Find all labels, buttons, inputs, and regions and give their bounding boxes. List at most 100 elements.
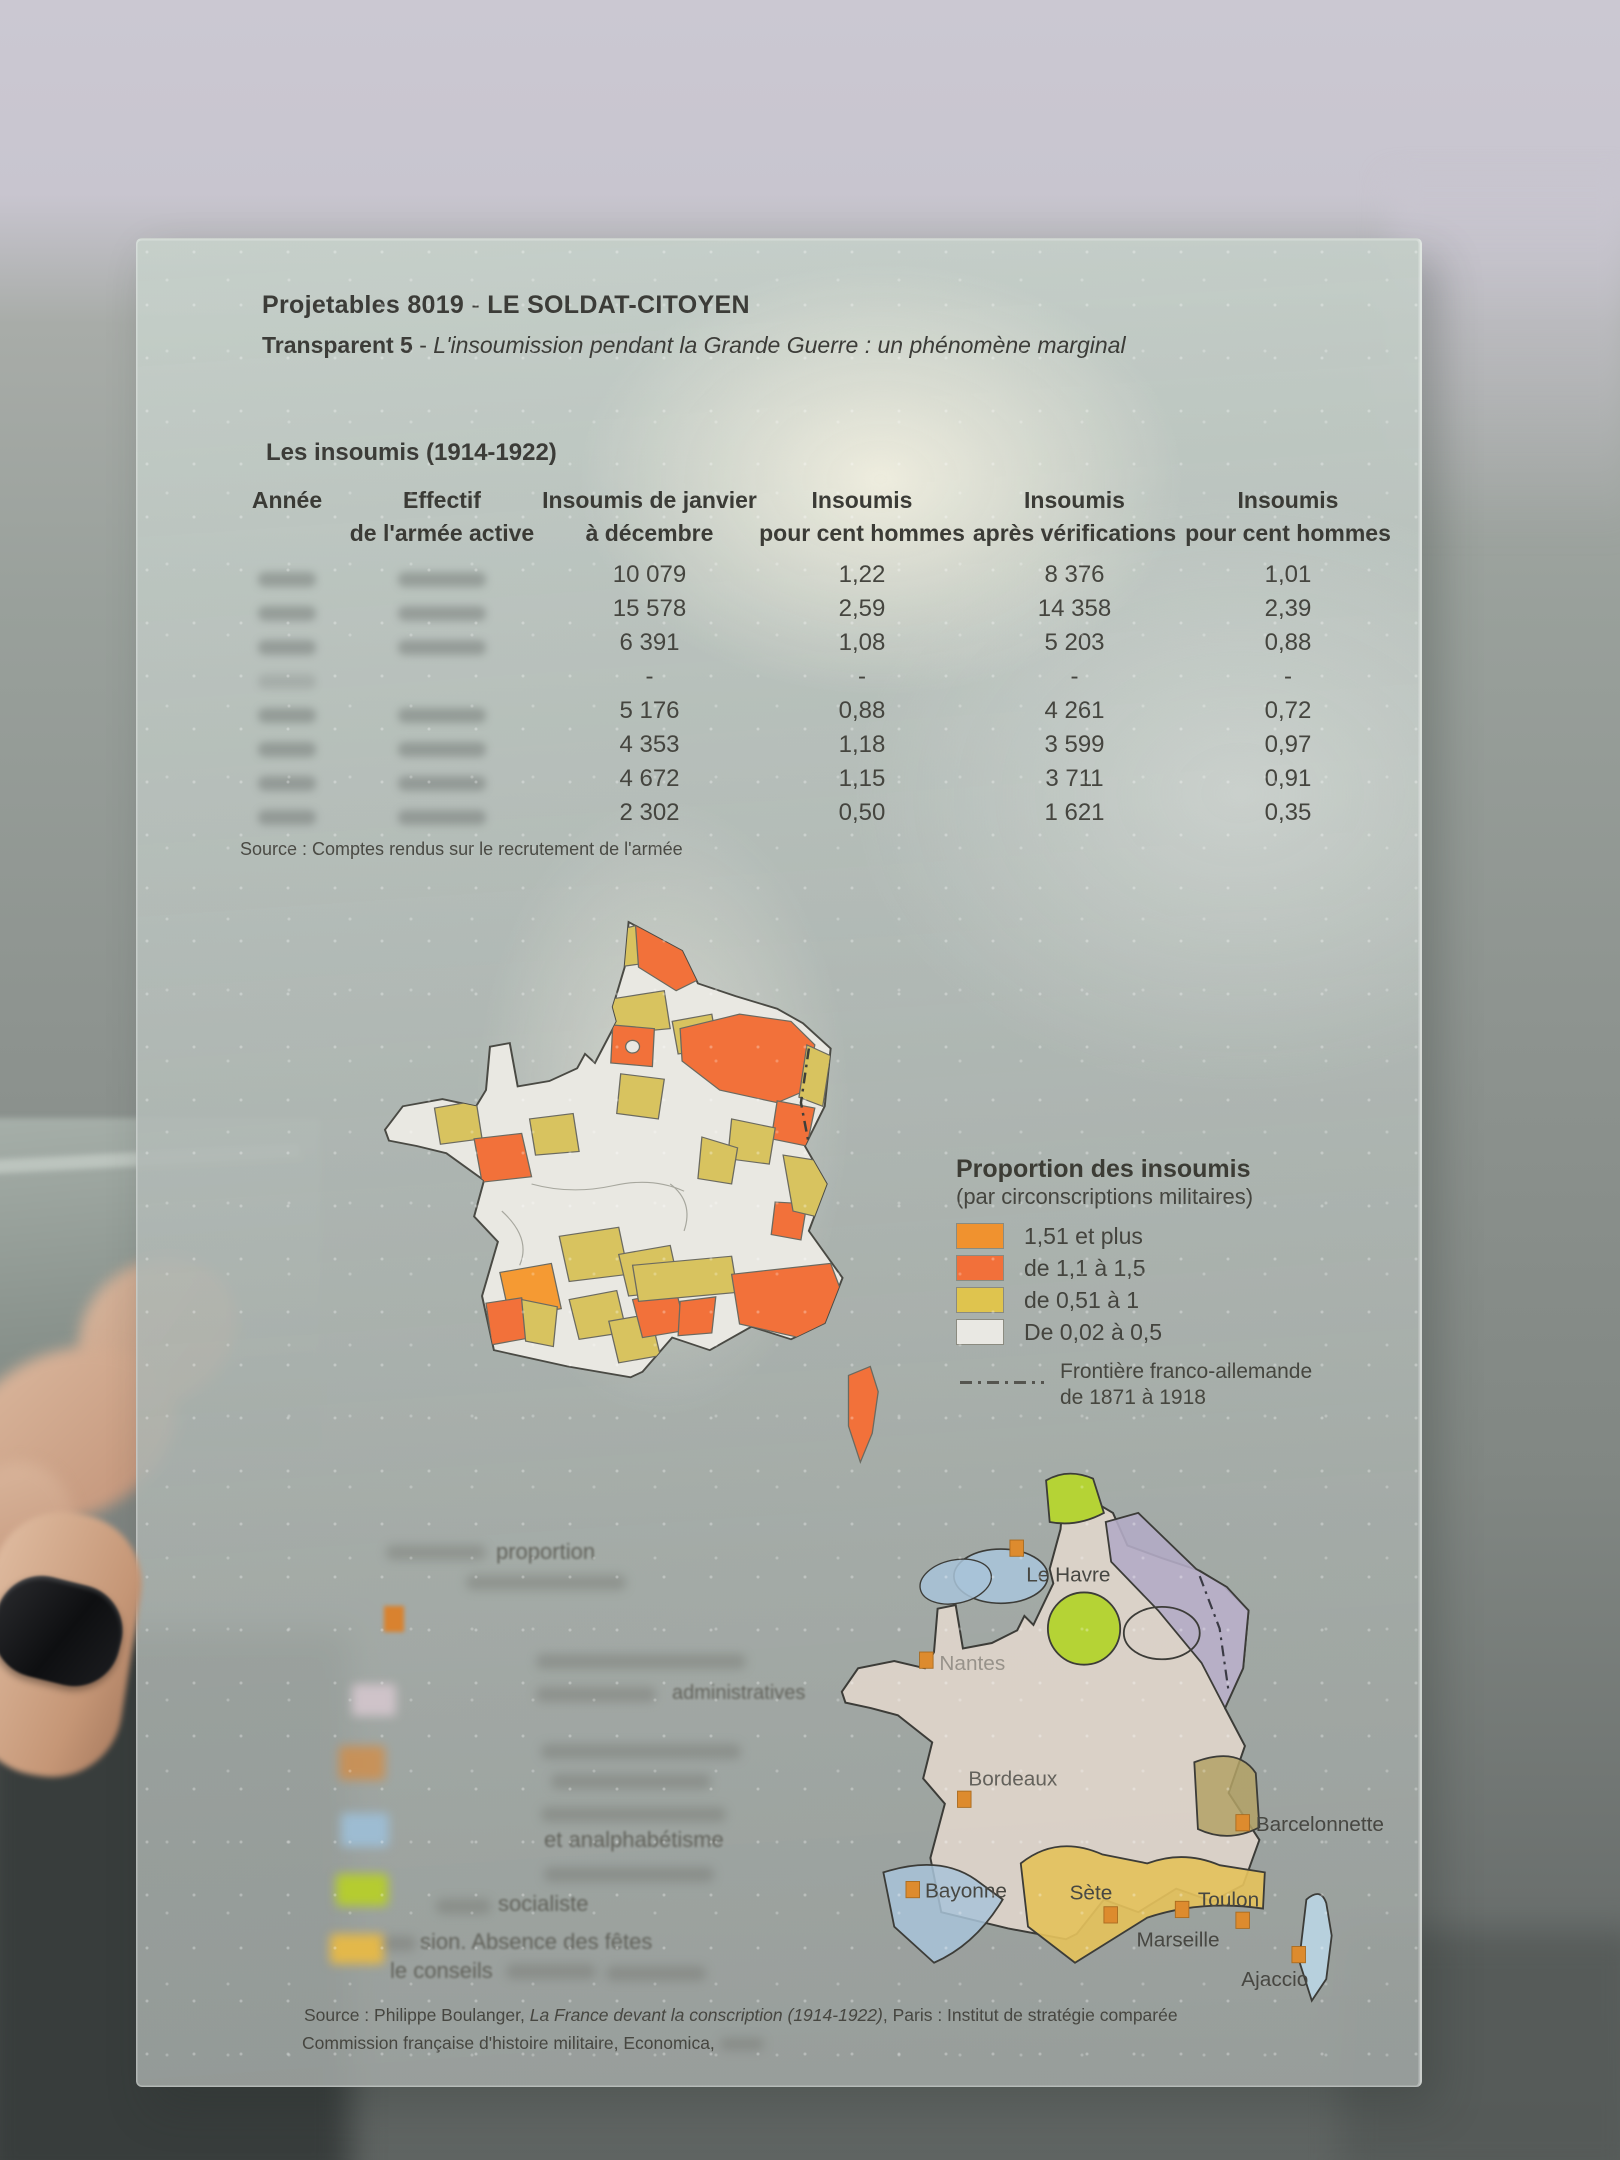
column-header: Année (251, 487, 323, 513)
table-header-row-2: de l'armée active à décembre pour cent h… (232, 514, 1394, 547)
table-title: Les insoumis (1914-1922) (266, 439, 557, 466)
blurred-year (719, 2038, 764, 2051)
illegible-cell (232, 566, 342, 589)
table-row: 4 672 1,15 3 711 0,91 (232, 759, 1394, 793)
frontier-note-line1: Frontière franco-allemande (1060, 1360, 1313, 1383)
table-cell: 14 358 (1037, 595, 1112, 622)
table-cell: 1,18 (838, 731, 886, 758)
city-marker (1103, 1906, 1118, 1924)
illegible-cell (342, 736, 542, 759)
blurred-text-bar (466, 1575, 626, 1590)
blurred-swatch-pale (352, 1684, 396, 1716)
illegible-cell (232, 804, 342, 827)
city-markers (905, 1539, 1306, 1964)
illegible-cell (342, 634, 542, 657)
table-cell: 0,91 (1264, 765, 1312, 792)
blurred-swatch-green (336, 1874, 388, 1906)
corsica-region (847, 1365, 879, 1464)
illegible-cell (232, 668, 342, 691)
blurred-text-bar (541, 1807, 726, 1822)
transparent-title: L'insoumission pendant la Grande Guerre … (433, 332, 1126, 358)
footer-source-line2: Commission française d'histoire militair… (302, 2033, 764, 2054)
blurred-text-bar (541, 1744, 741, 1759)
column-header: pour cent hommes (1185, 520, 1391, 546)
blurred-text-bar (551, 1774, 711, 1789)
map-legend: Proportion des insoumis (par circonscrip… (956, 1155, 1253, 1348)
blurred-text-bar (544, 1867, 714, 1882)
table-cell: 15 578 (612, 595, 687, 622)
blurred-text-bar (436, 1899, 491, 1914)
series-label: Projetables 8019 (262, 291, 465, 319)
blurred-legend-fragment: le conseils (390, 1958, 493, 1983)
footer-source-title: La France devant la conscription (1914-1… (529, 2005, 883, 2025)
table-row: 4 353 1,18 3 599 0,97 (232, 725, 1394, 759)
table-cell: 10 079 (612, 561, 687, 588)
legend-label: de 1,1 à 1,5 (1024, 1254, 1146, 1281)
footer-source-line1: Source : Philippe Boulanger, La France d… (304, 2005, 1178, 2026)
column-header: de l'armée active (349, 520, 535, 546)
city-label: Ajaccio (1241, 1968, 1308, 1991)
blurred-text-bar (606, 1966, 706, 1981)
legend-swatch-yellow (956, 1287, 1004, 1313)
city-marker (1174, 1900, 1190, 1919)
illegible-cell (232, 634, 342, 657)
table-row: - - - - (232, 657, 1394, 691)
table-cell: 0,35 (1264, 799, 1312, 826)
blurred-text-bar (536, 1654, 746, 1669)
frontier-note-line2: de 1871 à 1918 (1060, 1386, 1206, 1409)
table-cell: 2,59 (838, 595, 886, 622)
illegible-cell (342, 600, 542, 623)
city-marker (1009, 1539, 1024, 1557)
blurred-legend-fragment: proportion (496, 1539, 596, 1564)
table-cell: 4 261 (1044, 697, 1105, 724)
legend-item: de 1,1 à 1,5 (956, 1252, 1253, 1284)
table-cell: 4 353 (619, 731, 680, 758)
footer-source-suffix: , Paris : Institut de stratégie comparée (882, 2005, 1178, 2025)
page-title: Projetables 8019 - LE SOLDAT-CITOYEN (262, 291, 750, 320)
table-cell: 1,22 (838, 561, 886, 588)
blurred-legend-fragment: administratives (672, 1682, 806, 1704)
table-cell: 3 599 (1044, 731, 1105, 758)
legend-swatch-orange (956, 1223, 1004, 1249)
city-marker (1235, 1911, 1250, 1929)
table-cell: - (1284, 663, 1292, 690)
legend-subtitle: (par circonscriptions militaires) (956, 1184, 1254, 1209)
blurred-swatch-orange (339, 1746, 385, 1780)
table-cell: 1,08 (838, 629, 886, 656)
table-row: 15 578 2,59 14 358 2,39 (232, 589, 1394, 623)
table-row: 2 302 0,50 1 621 0,35 (232, 793, 1394, 827)
city-label: Le Havre (1026, 1564, 1110, 1587)
illegible-cell (232, 770, 342, 793)
blurred-swatch-yellow (330, 1934, 384, 1964)
city-label: Marseille (1136, 1928, 1219, 1951)
city-marker (905, 1881, 920, 1899)
blurred-text-bar (386, 1545, 486, 1560)
thematic-regions (882, 1472, 1333, 2003)
blurred-swatch-blue (341, 1813, 389, 1847)
blurred-legend-fragment: et analphabétisme (544, 1827, 724, 1852)
table-header-row-1: Année Effectif Insoumis de janvier Insou… (232, 481, 1394, 514)
legend-swatch-red-orange (956, 1255, 1004, 1281)
city-label: Sète (1070, 1882, 1113, 1905)
column-header: à décembre (585, 520, 714, 546)
city-marker (1291, 1946, 1306, 1964)
blurred-text-bar (506, 1964, 596, 1979)
city-label: Bordeaux (968, 1768, 1058, 1791)
blurred-text-bar (536, 1687, 656, 1702)
footer-source-prefix: Source : Philippe Boulanger, (304, 2005, 530, 2025)
table-cell: 5 176 (619, 697, 680, 724)
table-cell: 0,50 (838, 799, 886, 826)
blurred-orange-marker (384, 1606, 404, 1632)
table-cell: 1,15 (838, 765, 886, 792)
city-marker (957, 1790, 972, 1808)
city-marker (1235, 1814, 1250, 1832)
city-labels: Le Havre Nantes Bordeaux Barcelonnette B… (925, 1564, 1384, 1992)
blurred-legend-fragment: socialiste (498, 1891, 589, 1916)
table-cell: 0,88 (1264, 629, 1312, 656)
column-header: Insoumis (1237, 487, 1339, 513)
blurred-text-bar (384, 1936, 416, 1951)
table-cell: 0,88 (838, 697, 886, 724)
legend-label: De 0,02 à 0,5 (1024, 1318, 1163, 1345)
city-label: Nantes (939, 1652, 1005, 1675)
transparent-label: Transparent 5 (262, 332, 413, 358)
